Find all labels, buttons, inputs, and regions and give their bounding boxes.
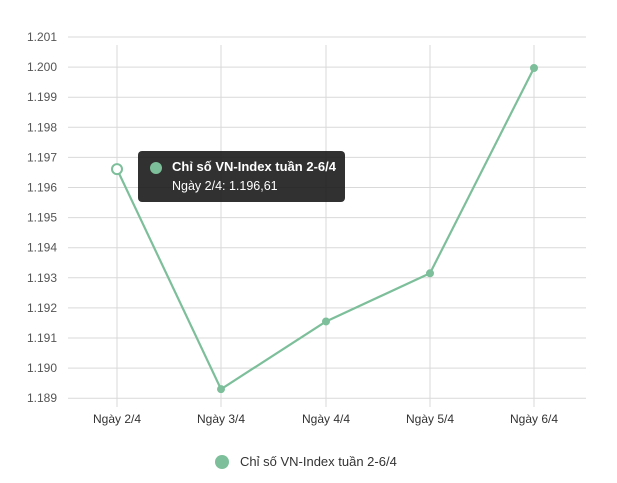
series-vn-index xyxy=(111,64,538,394)
data-point-1[interactable] xyxy=(217,385,225,394)
y-tick-1.196: 1.196 xyxy=(27,181,57,195)
y-tick-1.195: 1.195 xyxy=(27,211,57,225)
y-axis-tick-labels: 1.189 1.190 1.191 1.192 1.193 1.194 1.195 1.196… xyxy=(27,30,57,405)
tooltip-title: Chỉ số VN-Index tuần 2-6/4 xyxy=(172,159,336,174)
y-tick-1.198: 1.198 xyxy=(27,120,57,134)
y-tick-1.193: 1.193 xyxy=(27,271,57,285)
x-tick-3: Ngày 5/4 xyxy=(406,412,454,426)
horizontal-gridlines xyxy=(68,36,586,399)
x-tick-2: Ngày 4/4 xyxy=(302,412,350,426)
y-tick-1.190: 1.190 xyxy=(27,361,57,375)
legend-marker xyxy=(215,455,229,469)
tooltip-series-dot xyxy=(150,162,162,174)
data-point-4[interactable] xyxy=(530,64,538,73)
y-tick-1.194: 1.194 xyxy=(27,241,57,255)
tooltip-value: Ngày 2/4: 1.196,61 xyxy=(172,179,278,193)
vertical-gridlines xyxy=(116,45,535,407)
y-tick-1.199: 1.199 xyxy=(27,90,57,104)
x-tick-4: Ngày 6/4 xyxy=(510,412,558,426)
legend-label: Chỉ số VN-Index tuần 2-6/4 xyxy=(240,454,397,469)
y-tick-1.201: 1.201 xyxy=(27,30,57,44)
x-axis-tick-labels: Ngày 2/4 Ngày 3/4 Ngày 4/4 Ngày 5/4 Ngày 6/4 xyxy=(93,412,558,426)
data-point-2[interactable] xyxy=(322,317,330,326)
x-tick-1: Ngày 3/4 xyxy=(197,412,245,426)
y-tick-1.191: 1.191 xyxy=(27,331,57,345)
tooltip: Chỉ số VN-Index tuần 2-6/4 Ngày 2/4: 1.1… xyxy=(138,151,345,202)
y-tick-1.200: 1.200 xyxy=(27,60,57,74)
y-tick-1.192: 1.192 xyxy=(27,301,57,315)
data-point-3[interactable] xyxy=(426,269,434,278)
y-tick-1.189: 1.189 xyxy=(27,391,57,405)
x-tick-0: Ngày 2/4 xyxy=(93,412,141,426)
data-point-0[interactable] xyxy=(111,163,123,176)
y-tick-1.197: 1.197 xyxy=(27,150,57,164)
